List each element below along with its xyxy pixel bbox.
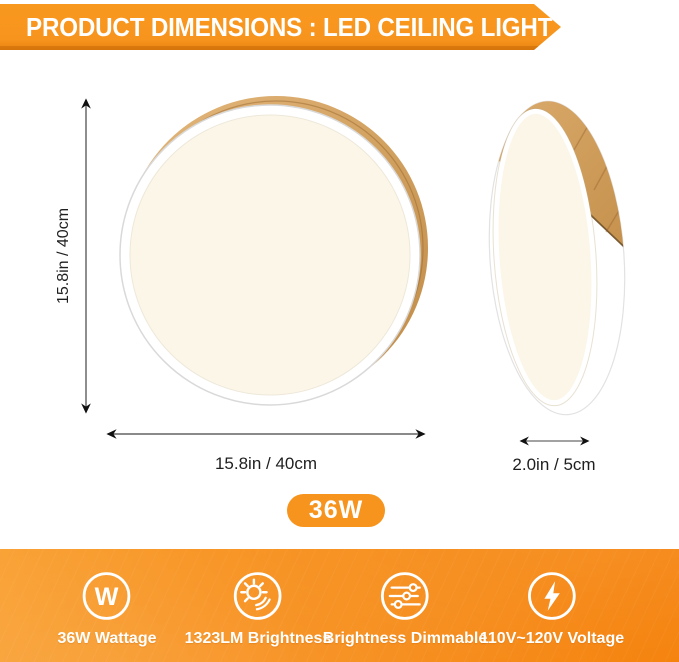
front-diffuser xyxy=(129,114,411,396)
spec-label-wattage: 36W Wattage xyxy=(57,630,157,647)
spec-label-brightness: 1323LM Brightness xyxy=(184,630,332,647)
spec-item-voltage: 110V~120V Voltage xyxy=(480,568,624,648)
depth-dimension: 2.0in / 5cm xyxy=(512,436,596,474)
width-dimension-label: 15.8in / 40cm xyxy=(215,454,317,473)
brightness-icon xyxy=(234,572,282,620)
front-view xyxy=(119,96,428,406)
spec-item-dimmable: Brightness Dimmable xyxy=(323,568,487,648)
spec-item-brightness: 1323LM Brightness xyxy=(184,568,332,648)
height-dimension-label: 15.8in / 40cm xyxy=(55,208,72,304)
depth-dimension-label: 2.0in / 5cm xyxy=(512,455,595,474)
width-dimension: 15.8in / 40cm xyxy=(106,429,426,473)
spec-label-dimmable: Brightness Dimmable xyxy=(322,630,488,647)
spec-label-voltage: 110V~120V Voltage xyxy=(479,630,625,647)
voltage-icon xyxy=(528,572,576,620)
wattage-icon-letter: W xyxy=(95,583,119,611)
side-face-edge xyxy=(492,107,598,407)
dimmable-icon xyxy=(381,572,429,620)
height-dimension: 15.8in / 40cm xyxy=(55,98,91,414)
wattage-badge: 36W xyxy=(287,494,385,527)
side-diffuser-face xyxy=(493,108,597,406)
header-ribbon: PRODUCT DIMENSIONS : LED CEILING LIGHT xyxy=(0,4,561,50)
page-title: PRODUCT DIMENSIONS : LED CEILING LIGHT xyxy=(26,11,553,42)
wattage-icon: W xyxy=(83,572,131,620)
spec-footer: W 36W Wattage xyxy=(0,549,679,662)
side-view xyxy=(479,96,635,416)
spec-item-wattage: W 36W Wattage xyxy=(57,568,157,648)
